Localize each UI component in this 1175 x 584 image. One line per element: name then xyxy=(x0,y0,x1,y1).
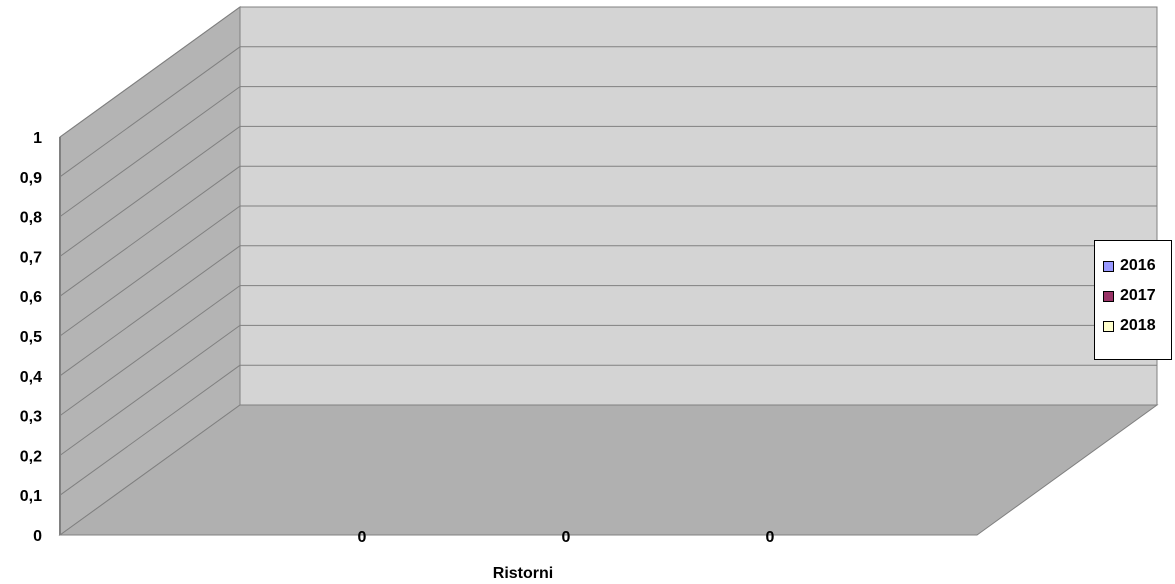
gridline-side xyxy=(59,324,241,456)
y-tick-label: 0,8 xyxy=(20,210,42,227)
legend-label: 2016 xyxy=(1120,257,1156,274)
y-tick-label: 0,3 xyxy=(20,409,42,426)
gridline-side xyxy=(59,364,241,496)
y-tick-label: 0,1 xyxy=(20,488,42,505)
legend-item-2016: 2016 xyxy=(1103,256,1156,276)
legend-item-2018: 2018 xyxy=(1103,316,1156,336)
y-tick-label: 0,4 xyxy=(20,369,42,386)
gridline-side xyxy=(59,205,241,337)
gridline-side xyxy=(59,86,241,218)
legend: 2016 2017 2018 xyxy=(1094,240,1172,360)
gridline-side xyxy=(59,245,241,377)
y-tick-label: 0,9 xyxy=(20,170,42,187)
y-tick-label: 0,6 xyxy=(20,289,42,306)
y-tick-label: 0,5 xyxy=(20,329,42,346)
x-axis-label: Ristorni xyxy=(493,565,553,582)
legend-swatch xyxy=(1103,290,1114,302)
y-tick-label: 0,2 xyxy=(20,448,42,465)
data-label-2016: 0 xyxy=(358,529,367,546)
gridline-side xyxy=(59,6,241,138)
legend-swatch xyxy=(1103,320,1114,332)
y-tick-label: 1 xyxy=(33,130,42,147)
legend-label: 2017 xyxy=(1120,287,1156,304)
legend-item-2017: 2017 xyxy=(1103,286,1156,306)
y-axis-ticks: 0 0,1 0,2 0,3 0,4 0,5 0,6 0,7 0,8 0,9 1 xyxy=(20,130,42,545)
data-label-2017: 0 xyxy=(562,529,571,546)
gridline-side xyxy=(59,125,241,257)
legend-swatch xyxy=(1103,260,1114,272)
floor xyxy=(58,404,1159,536)
data-label-2018: 0 xyxy=(766,529,775,546)
gridline-side xyxy=(59,285,241,417)
legend-label: 2018 xyxy=(1120,317,1156,334)
gridline-side xyxy=(59,46,241,178)
gridlines xyxy=(59,6,1157,496)
y-tick-label: 0 xyxy=(33,528,42,545)
data-labels: 0 0 0 xyxy=(358,529,775,546)
chart-walls xyxy=(58,6,1159,536)
y-tick-label: 0,7 xyxy=(20,249,42,266)
gridline-side xyxy=(59,165,241,297)
